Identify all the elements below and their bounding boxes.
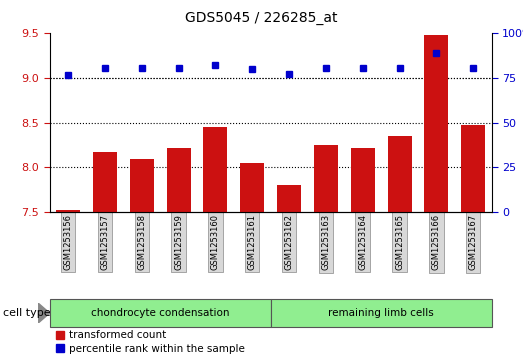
Bar	[130, 159, 154, 212]
Bar	[277, 185, 301, 212]
Bar	[167, 148, 190, 212]
Bar	[240, 163, 264, 212]
Bar	[314, 145, 338, 212]
Bar	[203, 127, 228, 212]
Bar	[388, 136, 412, 212]
Bar	[424, 35, 448, 212]
Text: cell type: cell type	[3, 308, 50, 318]
Text: remaining limb cells: remaining limb cells	[328, 308, 434, 318]
Bar	[56, 210, 80, 212]
Text: chondrocyte condensation: chondrocyte condensation	[91, 308, 230, 318]
Bar	[351, 148, 374, 212]
Bar	[461, 125, 485, 212]
Polygon shape	[38, 303, 50, 323]
Bar	[93, 152, 117, 212]
Text: GDS5045 / 226285_at: GDS5045 / 226285_at	[185, 11, 338, 25]
Legend: transformed count, percentile rank within the sample: transformed count, percentile rank withi…	[52, 326, 249, 358]
